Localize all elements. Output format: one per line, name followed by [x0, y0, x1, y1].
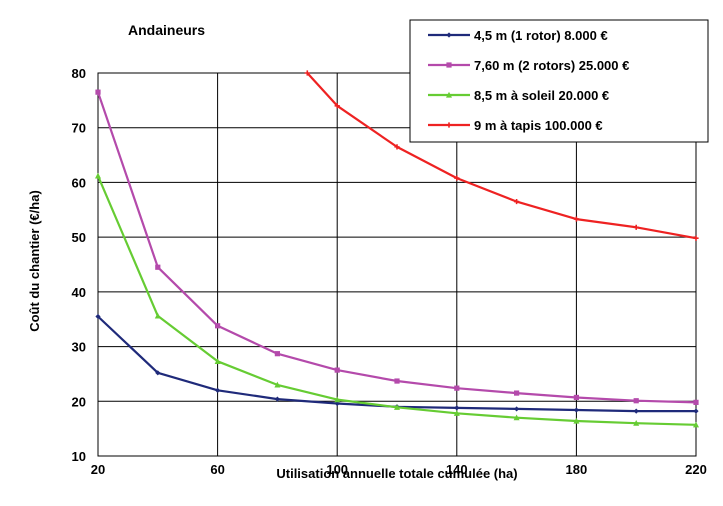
series-3 [95, 172, 699, 428]
data-point [573, 216, 579, 222]
data-point [693, 235, 699, 241]
x-tick-label: 140 [446, 462, 468, 477]
tick-layer: 10 20 30 40 50 60 70 80 20 60 100 140 180 220 [72, 66, 707, 477]
data-point [215, 323, 221, 329]
legend-label: 9 m à tapis 100.000 € [474, 118, 603, 133]
legend-label: 4,5 m (1 rotor) 8.000 € [474, 28, 608, 43]
data-point [633, 408, 639, 414]
x-tick-label: 20 [91, 462, 105, 477]
data-point [274, 396, 280, 402]
y-tick-label: 10 [72, 449, 86, 464]
y-axis-title: Coût du chantier (€/ha) [27, 190, 42, 332]
data-point [514, 390, 520, 396]
data-point [513, 414, 520, 421]
x-axis-title: Utilisation annuelle totale cumulée (ha) [276, 466, 517, 481]
data-point [154, 312, 161, 319]
data-point [454, 385, 460, 391]
legend-label: 7,60 m (2 rotors) 25.000 € [474, 58, 629, 73]
legend-item: 4,5 m (1 rotor) 8.000 € [428, 28, 608, 43]
data-point [215, 387, 221, 393]
plot-frame [97, 72, 697, 457]
y-tick-label: 60 [72, 175, 86, 190]
data-point [95, 313, 101, 320]
data-point [573, 407, 579, 413]
x-tick-label: 180 [566, 462, 588, 477]
y-tick-label: 20 [72, 394, 86, 409]
data-point [155, 370, 161, 376]
data-point [693, 421, 699, 428]
data-point [394, 144, 400, 150]
y-tick-label: 40 [72, 285, 86, 300]
data-point [454, 405, 460, 411]
data-point [446, 62, 452, 68]
legend-box [409, 19, 709, 143]
series-layer [95, 70, 699, 428]
data-point [95, 172, 101, 179]
data-point [633, 398, 639, 404]
y-tick-label: 70 [72, 121, 86, 136]
legend: 4,5 m (1 rotor) 8.000 € 7,60 m (2 rotors)… [409, 19, 709, 143]
data-point [514, 406, 520, 412]
data-point [693, 408, 699, 414]
y-tick-label: 30 [72, 340, 86, 355]
data-point [453, 410, 460, 416]
data-point [446, 91, 452, 98]
data-point [394, 404, 400, 410]
data-point [573, 394, 579, 401]
data-point [274, 351, 280, 357]
data-point [514, 198, 520, 205]
data-point [693, 399, 699, 405]
data-point [446, 122, 452, 128]
series-line [306, 72, 697, 240]
data-point [633, 224, 639, 230]
data-point [394, 378, 400, 384]
data-point [274, 381, 281, 388]
series-4 [304, 70, 699, 241]
series-2 [95, 89, 699, 405]
data-point [633, 419, 640, 426]
data-point [95, 89, 101, 95]
x-tick-label: 220 [685, 462, 707, 477]
legend-item: 9 m à tapis 100.000 € [428, 118, 603, 133]
y-tick-label: 50 [72, 230, 86, 245]
legend-label: 8,5 m à soleil 20.000 € [474, 88, 609, 103]
data-point [304, 70, 310, 76]
data-point [334, 103, 340, 109]
legend-items: 4,5 m (1 rotor) 8.000 € 7,60 m (2 rotors)… [428, 28, 629, 133]
x-tick-label: 100 [326, 462, 348, 477]
x-tick-label: 60 [210, 462, 224, 477]
y-tick-label: 80 [72, 66, 86, 81]
chart-title: Andaineurs [128, 22, 205, 38]
data-point [454, 175, 460, 181]
legend-item: 7,60 m (2 rotors) 25.000 € [428, 58, 629, 73]
data-point [155, 264, 161, 270]
data-point [214, 358, 221, 364]
data-point [334, 396, 341, 403]
data-point [573, 417, 580, 424]
legend-item: 8,5 m à soleil 20.000 € [428, 88, 609, 103]
data-point [334, 367, 340, 373]
data-point [446, 32, 452, 38]
